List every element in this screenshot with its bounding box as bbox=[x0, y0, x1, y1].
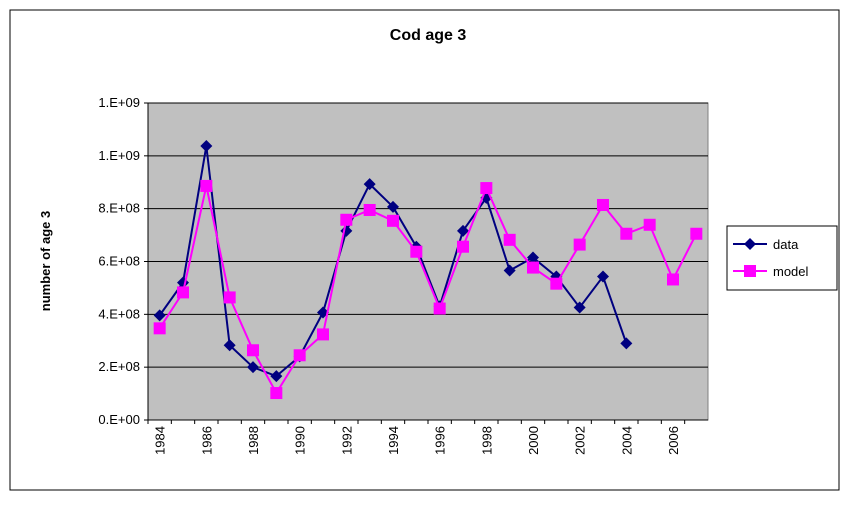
legend-label: model bbox=[773, 264, 809, 279]
data-point bbox=[317, 328, 329, 341]
data-point bbox=[690, 227, 703, 240]
data-point bbox=[620, 337, 633, 350]
x-tick-label: 1986 bbox=[199, 426, 214, 455]
data-point bbox=[480, 182, 493, 195]
y-axis-label: number of age 3 bbox=[38, 211, 53, 311]
data-point bbox=[223, 339, 236, 352]
data-point bbox=[177, 286, 189, 299]
data-point bbox=[457, 240, 469, 253]
data-point bbox=[573, 238, 586, 251]
legend-marker bbox=[744, 238, 756, 250]
data-point bbox=[620, 227, 633, 240]
y-tick-label: 8.E+08 bbox=[98, 201, 140, 216]
data-point bbox=[387, 214, 399, 227]
data-point bbox=[550, 277, 563, 290]
data-point bbox=[293, 349, 306, 362]
x-tick-label: 2000 bbox=[526, 426, 541, 455]
data-point bbox=[457, 224, 469, 237]
data-point bbox=[200, 179, 213, 192]
x-tick-label: 1992 bbox=[339, 426, 354, 455]
data-point bbox=[410, 245, 423, 258]
y-tick-label: 2.E+08 bbox=[98, 359, 140, 374]
data-point bbox=[387, 200, 399, 213]
x-tick-label: 2002 bbox=[573, 426, 588, 455]
data-point bbox=[433, 302, 446, 315]
y-tick-label: 1.E+09 bbox=[98, 148, 140, 163]
data-point bbox=[503, 264, 516, 277]
x-tick-label: 1990 bbox=[293, 426, 308, 455]
data-point bbox=[363, 178, 376, 191]
data-point bbox=[223, 291, 236, 304]
data-point bbox=[597, 198, 609, 211]
data-point bbox=[643, 218, 656, 231]
data-point bbox=[597, 270, 609, 283]
legend-box bbox=[726, 225, 838, 291]
data-point bbox=[503, 233, 516, 246]
data-point bbox=[527, 251, 539, 264]
chart-title: Cod age 3 bbox=[390, 27, 467, 44]
legend-label: data bbox=[773, 237, 799, 252]
x-tick-label: 1984 bbox=[153, 426, 168, 455]
x-tick-label: 1994 bbox=[386, 426, 401, 455]
y-tick-label: 4.E+08 bbox=[98, 306, 140, 321]
y-tick-label: 6.E+08 bbox=[98, 254, 140, 269]
data-point bbox=[573, 301, 586, 314]
x-tick-label: 1996 bbox=[433, 426, 448, 455]
data-point bbox=[270, 370, 283, 383]
data-point bbox=[667, 273, 679, 286]
y-tick-label: 1.E+09 bbox=[98, 95, 140, 110]
data-point bbox=[527, 261, 539, 274]
data-point bbox=[247, 361, 259, 374]
data-point bbox=[247, 344, 259, 357]
data-point bbox=[270, 387, 283, 400]
data-point bbox=[340, 213, 353, 226]
x-tick-label: 2004 bbox=[619, 426, 634, 455]
data-point bbox=[153, 309, 166, 322]
x-tick-label: 1998 bbox=[479, 426, 494, 455]
legend-marker bbox=[744, 265, 756, 277]
data-point bbox=[153, 322, 166, 335]
x-tick-label: 2006 bbox=[666, 426, 681, 455]
y-tick-label: 0.E+00 bbox=[98, 412, 140, 427]
data-point bbox=[363, 203, 376, 216]
x-tick-label: 1988 bbox=[246, 426, 261, 455]
data-point bbox=[200, 140, 213, 153]
